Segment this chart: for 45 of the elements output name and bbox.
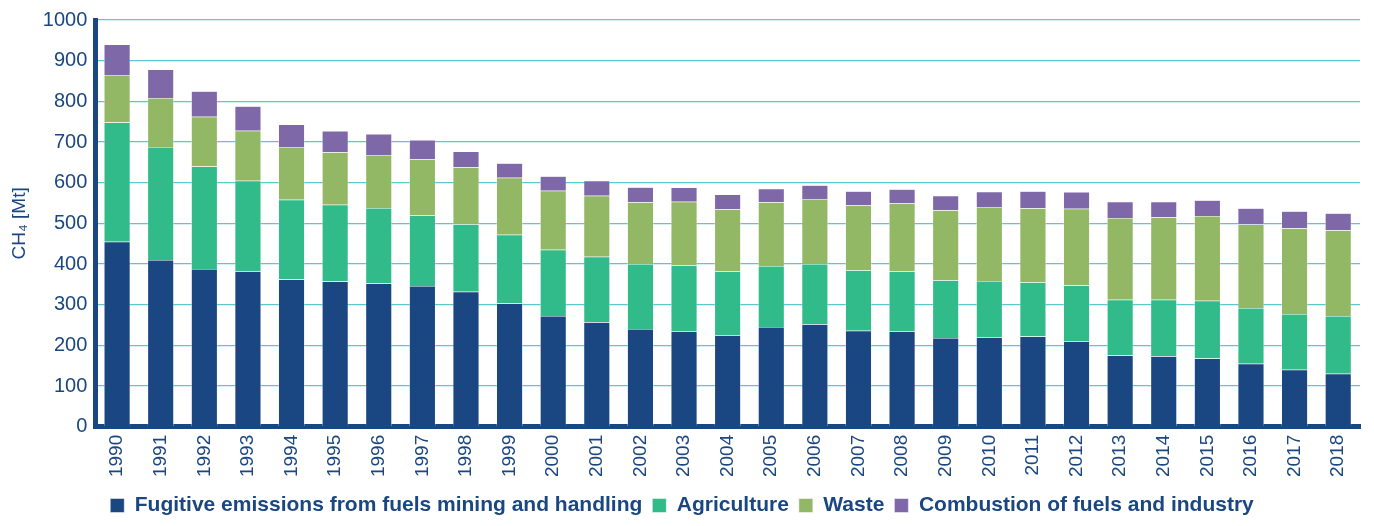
y-tick-label: 400	[53, 251, 88, 274]
y-axis-title: CH₄ [Mt]	[7, 187, 29, 260]
x-tick-label: 1999	[497, 434, 519, 478]
x-tick-label: 2002	[628, 434, 650, 478]
x-tick-label: 2008	[890, 434, 912, 478]
y-tick-label: 0	[76, 414, 88, 437]
x-tick-label: 2004	[715, 434, 737, 478]
x-tick-label: 2011	[1021, 434, 1043, 476]
x-tick-label: 1991	[148, 434, 170, 478]
y-tick-label: 900	[53, 48, 88, 71]
y-tick-label: 500	[53, 210, 88, 233]
legend-label: Waste	[823, 492, 885, 516]
y-tick-label: 200	[53, 332, 88, 355]
x-tick-label: 2001	[585, 434, 607, 478]
x-tick-label: 2015	[1195, 434, 1217, 478]
x-tick-label: 2016	[1239, 434, 1261, 478]
y-tick-label: 300	[53, 292, 88, 315]
x-tick-label: 1995	[323, 434, 345, 478]
x-tick-label: 2009	[933, 434, 955, 478]
x-tick-label: 2017	[1282, 434, 1304, 478]
x-tick-label: 1993	[236, 434, 258, 478]
x-tick-label: 1996	[367, 434, 388, 478]
x-tick-label: 2018	[1326, 434, 1348, 478]
x-tick-label: 1997	[410, 434, 432, 478]
y-tick-label: 100	[53, 373, 88, 396]
x-tick-label: 1992	[192, 434, 214, 478]
x-tick-label: 2003	[672, 434, 694, 478]
x-tick-label: 2014	[1151, 434, 1173, 478]
legend-label: Agriculture	[676, 492, 789, 516]
x-tick-label: 2007	[846, 434, 868, 478]
x-tick-label: 1994	[279, 434, 301, 478]
x-tick-label: 1998	[454, 434, 476, 478]
y-tick-label: 600	[53, 170, 88, 193]
y-tick-label: 1000	[42, 7, 88, 30]
x-tick-label: 2000	[541, 434, 563, 478]
x-tick-label: 1990	[105, 434, 127, 478]
legend-label: Combustion of fuels and industry	[918, 492, 1255, 516]
x-tick-label: 2005	[759, 434, 781, 478]
y-tick-label: 800	[53, 88, 88, 111]
x-tick-label: 2006	[803, 434, 825, 478]
x-tick-label: 2010	[977, 434, 999, 478]
y-tick-label: 700	[53, 129, 88, 152]
legend-label: Fugitive emissions from fuels mining and handling	[134, 492, 643, 516]
x-tick-label: 2013	[1108, 434, 1130, 478]
x-tick-label: 2012	[1064, 434, 1086, 478]
